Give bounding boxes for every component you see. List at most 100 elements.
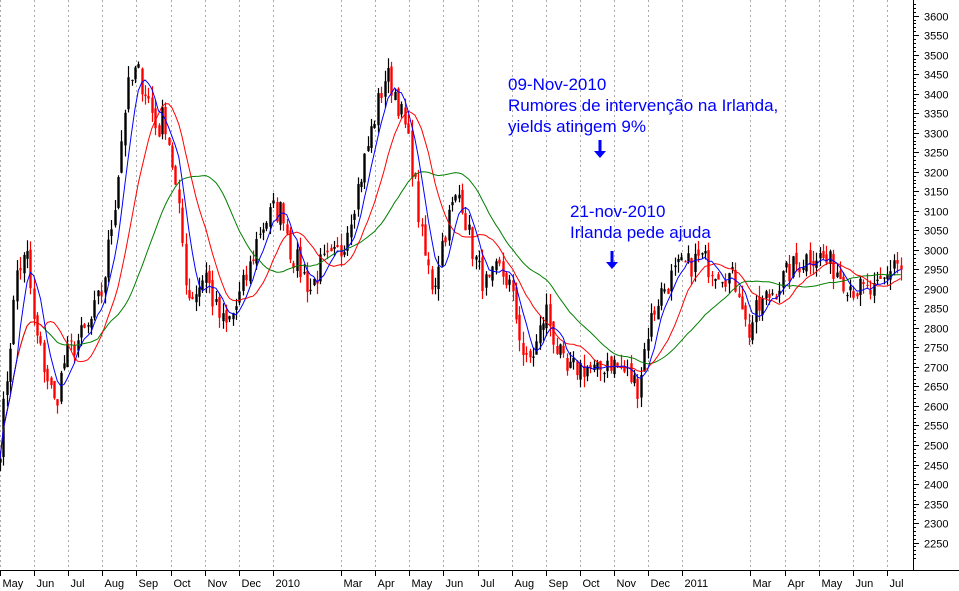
- candle-body: [265, 222, 268, 229]
- candle-body: [407, 123, 410, 134]
- candle-body: [319, 254, 322, 282]
- candle-body: [883, 277, 886, 279]
- candle-body: [829, 251, 832, 264]
- y-tick-label: 3100: [924, 207, 948, 219]
- candle-body: [151, 97, 154, 113]
- candle-body: [357, 184, 360, 210]
- candle-body: [299, 246, 302, 277]
- candle-body: [144, 94, 147, 97]
- arrow-down-icon: [594, 151, 606, 158]
- x-tick-label: Oct: [583, 578, 600, 590]
- candle-body: [502, 261, 505, 277]
- candle-body: [599, 360, 602, 371]
- candle-body: [404, 107, 407, 125]
- candle-body: [451, 202, 454, 206]
- candle-body: [168, 137, 171, 145]
- x-tick-label: Mar: [344, 578, 363, 590]
- candle-body: [346, 232, 349, 251]
- candle-body: [235, 306, 238, 310]
- candle-body: [83, 324, 86, 328]
- candle-body: [303, 272, 306, 274]
- candle-body: [889, 271, 892, 280]
- candle-body: [552, 321, 555, 345]
- candle-body: [238, 291, 241, 303]
- candle-body: [566, 358, 569, 371]
- candle-body: [755, 300, 758, 323]
- candle-body: [12, 299, 15, 345]
- candle-body: [63, 363, 66, 369]
- candle-body: [731, 267, 734, 270]
- candle-body: [559, 344, 562, 355]
- moving-average-slow-line: [0, 171, 901, 459]
- candle-body: [107, 239, 110, 278]
- candle-body: [687, 253, 690, 262]
- candle-body: [242, 274, 245, 291]
- candle-body: [454, 195, 457, 201]
- candle-body: [421, 224, 424, 227]
- candle-body: [515, 287, 518, 320]
- candle-body: [876, 279, 879, 282]
- candle-body: [397, 88, 400, 117]
- x-tick-label: Dec: [651, 578, 671, 590]
- candle-body: [424, 224, 427, 256]
- candle-body: [437, 266, 440, 290]
- candle-body: [751, 322, 754, 341]
- candle-body: [427, 259, 430, 266]
- candle-body: [640, 375, 643, 398]
- candle-body: [137, 64, 140, 68]
- candle-body: [19, 268, 22, 271]
- candle-body: [411, 130, 414, 178]
- candle-body: [9, 348, 12, 382]
- x-tick-label: May: [412, 578, 433, 590]
- candle-body: [822, 251, 825, 259]
- candle-body: [512, 280, 515, 291]
- candlesticks: [0, 58, 903, 472]
- candle-body: [471, 227, 474, 259]
- candle-body: [178, 189, 181, 204]
- candle-body: [296, 249, 299, 271]
- candle-body: [93, 300, 96, 318]
- annotation-arrows: [594, 140, 618, 269]
- candle-body: [879, 275, 882, 279]
- candle-body: [667, 289, 670, 294]
- candle-body: [444, 237, 447, 243]
- candle-body: [110, 229, 113, 237]
- candle-body: [768, 293, 771, 298]
- annotation-line: 09-Nov-2010: [508, 75, 607, 94]
- candle-body: [670, 270, 673, 292]
- candle-body: [788, 264, 791, 282]
- vertical-gridlines: [0, 0, 888, 570]
- candle-body: [353, 213, 356, 220]
- x-tick-label: Oct: [174, 578, 191, 590]
- candle-body: [441, 241, 444, 266]
- candle-body: [761, 298, 764, 316]
- candle-body: [849, 286, 852, 291]
- candle-body: [350, 224, 353, 238]
- y-tick-label: 2500: [924, 441, 948, 453]
- candle-body: [677, 258, 680, 263]
- x-tick-label: 2010: [276, 578, 300, 590]
- candle-body: [805, 254, 808, 272]
- candle-body: [252, 259, 255, 262]
- candle-body: [289, 230, 292, 260]
- candle-body: [245, 274, 248, 281]
- candle-body: [461, 189, 464, 214]
- candle-body: [387, 67, 390, 82]
- candle-body: [475, 256, 478, 260]
- candle-body: [26, 251, 29, 259]
- candle-body: [39, 336, 42, 344]
- candle-body: [181, 207, 184, 243]
- candle-body: [856, 293, 859, 297]
- candle-body: [323, 253, 326, 255]
- y-tick-label: 2400: [924, 480, 948, 492]
- candle-body: [211, 280, 214, 307]
- candle-body: [795, 252, 798, 265]
- candle-body: [647, 339, 650, 351]
- candle-body: [701, 253, 704, 255]
- candle-body: [134, 67, 137, 80]
- x-tick-label: Jul: [71, 578, 85, 590]
- candle-body: [562, 345, 565, 354]
- candle-body: [495, 261, 498, 271]
- candle-body: [225, 310, 228, 323]
- x-tick-label: Jun: [37, 578, 55, 590]
